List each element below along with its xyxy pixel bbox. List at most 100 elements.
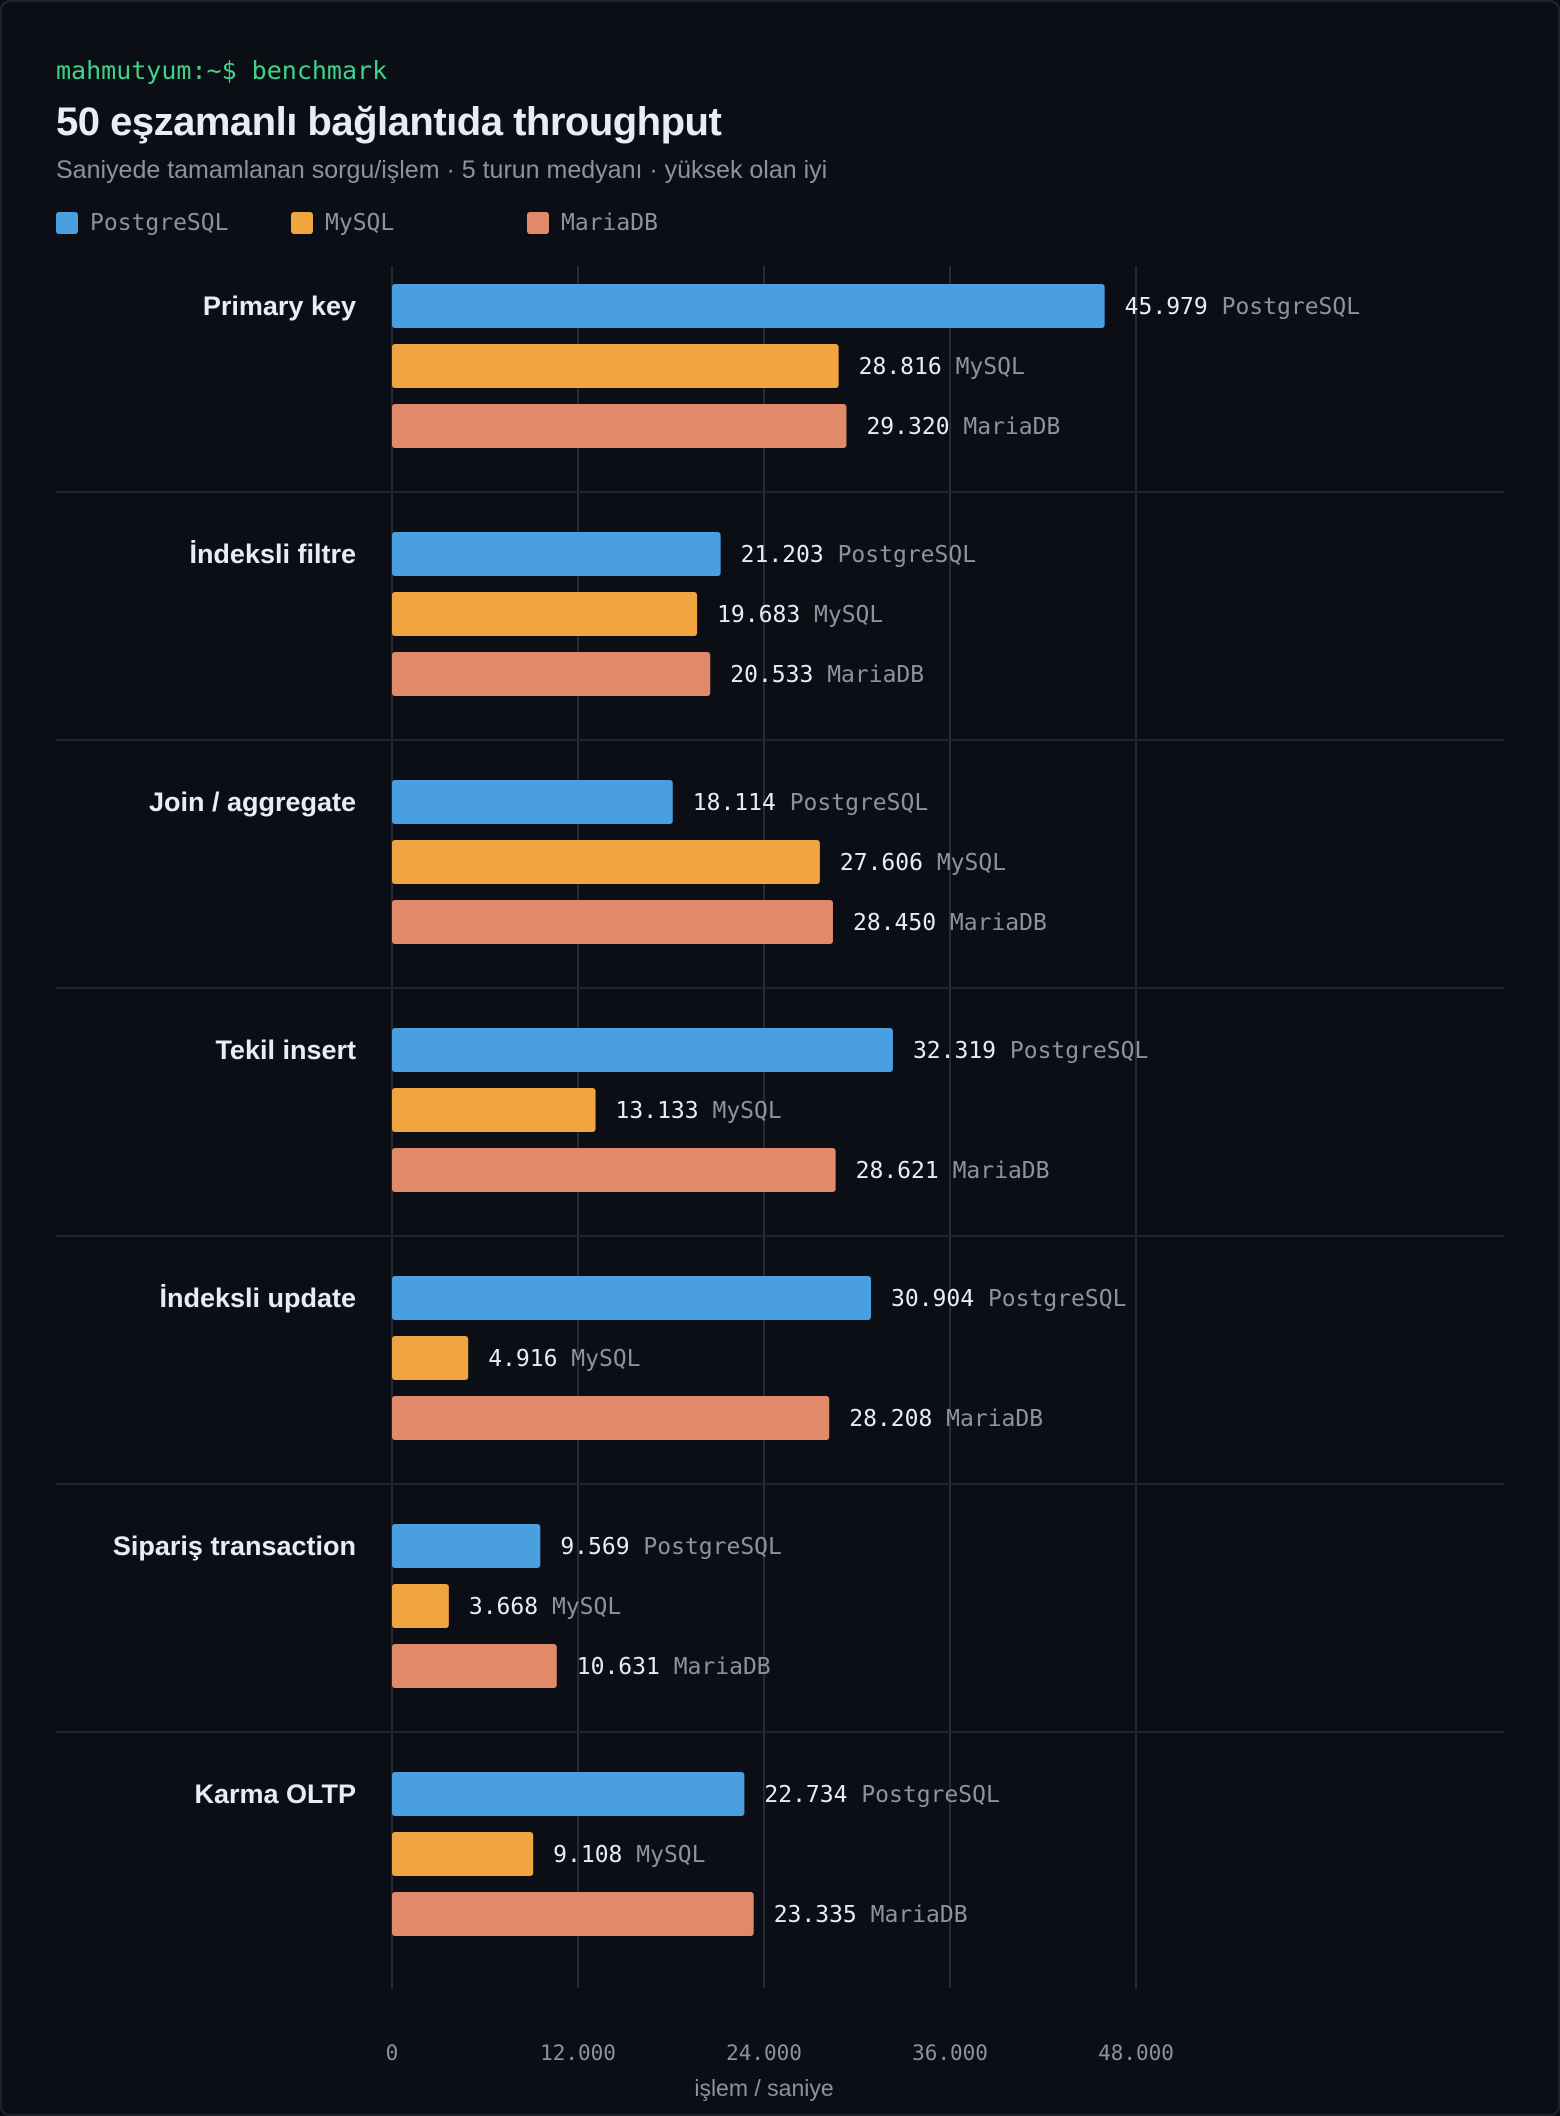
value-series-name: MySQL [557, 1346, 640, 1372]
bar-mariadb-primary-key [392, 404, 847, 448]
bar-postgresql-primary-key [392, 284, 1105, 328]
bar-mysql-siparis-transaction [392, 1584, 449, 1628]
bar-mysql-tekil-insert [392, 1088, 596, 1132]
value-label: 32.319 PostgreSQL [913, 1038, 1148, 1064]
value-label: 18.114 PostgreSQL [693, 790, 928, 816]
value-series-name: MariaDB [813, 662, 924, 688]
value-label: 19.683 MySQL [717, 602, 883, 628]
legend-item-mysql: MySQL [291, 208, 394, 238]
chart-subtitle: Saniyede tamamlanan sorgu/işlem · 5 turu… [56, 156, 828, 184]
value-number: 10.631 [577, 1654, 660, 1680]
value-number: 32.319 [913, 1038, 996, 1064]
legend: PostgreSQL MySQL MariaDB [56, 208, 756, 238]
value-series-name: MySQL [622, 1842, 705, 1868]
bar-mariadb-indeksli-update [392, 1396, 830, 1440]
bar-postgresql-karma-oltp [392, 1772, 745, 1816]
value-label: 9.569 PostgreSQL [560, 1534, 782, 1560]
value-label: 21.203 PostgreSQL [741, 542, 976, 568]
value-number: 20.533 [730, 662, 813, 688]
category-label-indeksli-update: İndeksli update [159, 1283, 356, 1313]
value-label: 22.734 PostgreSQL [764, 1782, 999, 1808]
value-label: 30.904 PostgreSQL [891, 1286, 1126, 1312]
bar-mariadb-siparis-transaction [392, 1644, 557, 1688]
legend-swatch-mariadb [527, 212, 549, 234]
value-label: 29.320 MariaDB [866, 414, 1060, 440]
value-label: 28.450 MariaDB [853, 910, 1047, 936]
value-label: 23.335 MariaDB [774, 1902, 968, 1928]
legend-item-postgresql: PostgreSQL [56, 208, 228, 238]
bar-postgresql-siparis-transaction [392, 1524, 541, 1568]
value-number: 13.133 [616, 1098, 699, 1124]
value-number: 27.606 [840, 850, 923, 876]
value-label: 10.631 MariaDB [577, 1654, 771, 1680]
value-number: 19.683 [717, 602, 800, 628]
x-tick-label: 24.000 [726, 2041, 802, 2065]
value-series-name: MariaDB [936, 910, 1047, 936]
category-label-join-aggregate: Join / aggregate [149, 787, 356, 817]
value-series-name: MySQL [699, 1098, 782, 1124]
value-series-name: PostgreSQL [974, 1286, 1126, 1312]
legend-swatch-postgresql [56, 212, 78, 234]
value-number: 9.108 [553, 1842, 622, 1868]
legend-label-postgresql: PostgreSQL [90, 210, 229, 236]
category-label-indeksli-filtre: İndeksli filtre [189, 539, 356, 569]
bar-postgresql-indeksli-update [392, 1276, 872, 1320]
value-series-name: MariaDB [857, 1902, 968, 1928]
value-series-name: MariaDB [660, 1654, 771, 1680]
value-number: 28.621 [856, 1158, 939, 1184]
value-label: 9.108 MySQL [553, 1842, 705, 1868]
value-number: 22.734 [764, 1782, 847, 1808]
bar-mysql-karma-oltp [392, 1832, 534, 1876]
value-label: 3.668 MySQL [469, 1594, 621, 1620]
legend-swatch-mysql [291, 212, 313, 234]
value-number: 23.335 [774, 1902, 857, 1928]
category-label-karma-oltp: Karma OLTP [194, 1779, 356, 1809]
x-axis-label: işlem / saniye [694, 2075, 833, 2101]
value-series-name: PostgreSQL [996, 1038, 1148, 1064]
value-series-name: PostgreSQL [630, 1534, 782, 1560]
value-label: 20.533 MariaDB [730, 662, 924, 688]
value-label: 4.916 MySQL [488, 1346, 640, 1372]
value-series-name: PostgreSQL [776, 790, 928, 816]
value-label: 28.816 MySQL [859, 354, 1025, 380]
bar-postgresql-indeksli-filtre [392, 532, 721, 576]
value-series-name: MySQL [538, 1594, 621, 1620]
value-series-name: MariaDB [950, 414, 1061, 440]
value-number: 3.668 [469, 1594, 538, 1620]
bar-mysql-join-aggregate [392, 840, 820, 884]
value-series-name: MySQL [923, 850, 1006, 876]
bar-mariadb-indeksli-filtre [392, 652, 711, 696]
value-series-name: MariaDB [932, 1406, 1043, 1432]
value-label: 28.621 MariaDB [856, 1158, 1050, 1184]
value-number: 28.816 [859, 354, 942, 380]
value-number: 28.450 [853, 910, 936, 936]
value-number: 45.979 [1125, 294, 1208, 320]
bar-mariadb-tekil-insert [392, 1148, 836, 1192]
value-series-name: MySQL [942, 354, 1025, 380]
value-label: 13.133 MySQL [616, 1098, 782, 1124]
category-label-tekil-insert: Tekil insert [215, 1035, 356, 1065]
legend-label-mariadb: MariaDB [561, 210, 658, 236]
value-label: 27.606 MySQL [840, 850, 1006, 876]
bar-postgresql-tekil-insert [392, 1028, 893, 1072]
value-number: 21.203 [741, 542, 824, 568]
category-label-primary-key: Primary key [203, 291, 356, 321]
category-label-siparis-transaction: Sipariş transaction [113, 1531, 356, 1561]
value-series-name: PostgreSQL [847, 1782, 999, 1808]
chart-title: 50 eşzamanlı bağlantıda throughput [56, 100, 722, 144]
x-tick-label: 36.000 [912, 2041, 988, 2065]
bar-mysql-primary-key [392, 344, 839, 388]
legend-item-mariadb: MariaDB [527, 208, 658, 238]
x-tick-label: 48.000 [1098, 2041, 1174, 2065]
bar-mariadb-karma-oltp [392, 1892, 754, 1936]
value-number: 29.320 [866, 414, 949, 440]
x-tick-label: 0 [386, 2041, 399, 2065]
value-series-name: MySQL [800, 602, 883, 628]
value-number: 30.904 [891, 1286, 974, 1312]
value-number: 18.114 [693, 790, 776, 816]
bar-mysql-indeksli-update [392, 1336, 469, 1380]
value-label: 28.208 MariaDB [849, 1406, 1043, 1432]
value-number: 28.208 [849, 1406, 932, 1432]
value-series-name: MariaDB [939, 1158, 1050, 1184]
value-series-name: PostgreSQL [1208, 294, 1360, 320]
